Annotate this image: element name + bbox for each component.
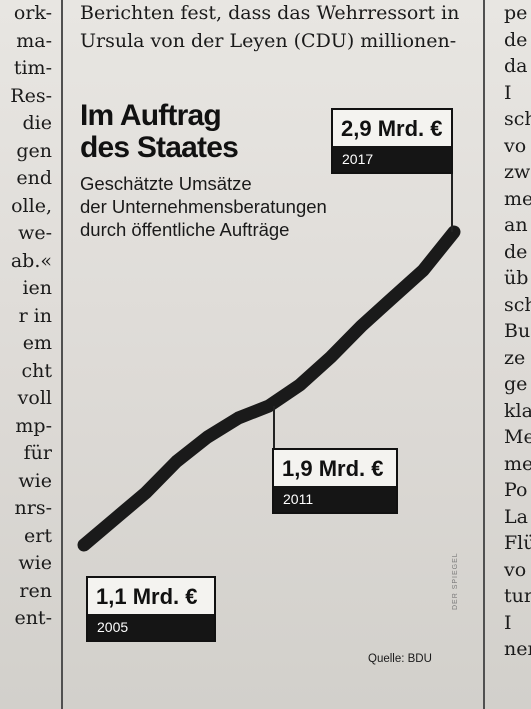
right-column-line: kla <box>504 399 531 422</box>
chart-title-line-1: Im Auftrag <box>80 99 222 132</box>
left-column-line: cht <box>21 359 52 382</box>
label-year-2005: 2005 <box>88 614 214 640</box>
chart-subtitle-line-2: der Unternehmensberatungen <box>80 196 327 217</box>
right-column-line: Po <box>504 479 528 501</box>
column-divider-right <box>483 0 485 709</box>
article-top-line-2: Ursula von der Leyen (CDU) millionen- <box>80 30 457 52</box>
left-column-line: nrs- <box>14 497 53 519</box>
left-column-line: ent- <box>14 607 52 629</box>
right-column-line: La <box>504 505 528 528</box>
left-column-line: we- <box>18 222 52 244</box>
chart-title: Im Auftrag des Staates <box>80 100 320 164</box>
right-column-line: Me <box>504 426 531 448</box>
left-column-line: tim- <box>13 57 52 79</box>
right-column-line: tur <box>504 585 531 607</box>
series-line <box>77 225 461 552</box>
right-column-line: ze <box>504 346 526 369</box>
right-column-line: vo <box>504 134 527 157</box>
left-column-line: r in <box>18 304 52 327</box>
right-column-line: vo <box>504 558 527 581</box>
chart-subtitle-line-3: durch öffentliche Aufträge <box>80 219 290 240</box>
left-column-line: ab.« <box>10 249 52 272</box>
chart-subtitle: Geschätzte Umsätze der Unternehmensberat… <box>80 172 340 241</box>
left-column-line: ma- <box>16 29 52 52</box>
left-column-line: wie <box>18 469 52 492</box>
left-column-line: end <box>16 167 52 189</box>
article-top-line-1: Berichten fest, dass das Wehrressort in <box>80 2 460 24</box>
label-value-2017: 2,9 Mrd. € <box>341 116 443 141</box>
label-box-2005: 1,1 Mrd. € 2005 <box>86 576 216 642</box>
right-column-line: an <box>504 214 528 236</box>
left-column-line: ork- <box>13 2 52 24</box>
label-box-2017: 2,9 Mrd. € 2017 <box>331 108 453 174</box>
left-column-line: mp- <box>15 414 52 437</box>
right-column-line: me <box>504 452 531 475</box>
right-column-line: üb <box>504 267 529 289</box>
column-divider-left <box>61 0 63 709</box>
right-column-line: ge <box>504 373 528 395</box>
left-column-line: gen <box>16 139 52 162</box>
label-year-2017: 2017 <box>333 146 451 172</box>
left-column-line: Res- <box>10 84 52 107</box>
chart-title-line-2: des Staates <box>80 131 239 164</box>
right-column-line: de <box>504 28 528 51</box>
right-column-line: me <box>504 187 531 210</box>
left-column-line: ren <box>19 579 52 602</box>
right-column-line: I <box>504 611 512 634</box>
right-column-line: da <box>504 55 528 77</box>
right-column-line: pe <box>504 2 528 24</box>
left-column-line: wie <box>18 552 52 574</box>
left-article-column: ork-ma-tim- Res-die gen end olle, we-ab.« ien r… <box>0 0 56 709</box>
right-column-line: sch <box>504 108 531 130</box>
right-column-line: de <box>504 240 528 263</box>
chart-credit: DER SPIEGEL <box>452 552 459 610</box>
right-column-line: zw <box>504 161 531 183</box>
left-column-line: ien <box>22 277 52 299</box>
label-box-2011: 1,9 Mrd. € 2011 <box>272 448 398 514</box>
right-column-line: I <box>504 81 512 104</box>
label-year-2011: 2011 <box>274 486 396 512</box>
right-column-line: ner <box>504 638 531 660</box>
left-column-line: olle, <box>11 194 52 217</box>
chart-source: Quelle: BDU <box>368 653 432 665</box>
label-value-2011: 1,9 Mrd. € <box>282 456 384 481</box>
left-column-line: ert <box>24 524 52 547</box>
label-value-2005: 1,1 Mrd. € <box>96 584 198 609</box>
right-column-line: Bu <box>504 320 531 342</box>
chart-subtitle-line-1: Geschätzte Umsätze <box>80 173 252 194</box>
left-column-line: die <box>22 112 52 134</box>
left-column-line: em <box>22 332 52 354</box>
right-column-line: Flü <box>504 532 531 554</box>
right-column-line: sch <box>504 293 531 316</box>
left-column-line: voll <box>17 387 52 409</box>
left-column-line: für <box>23 442 52 464</box>
